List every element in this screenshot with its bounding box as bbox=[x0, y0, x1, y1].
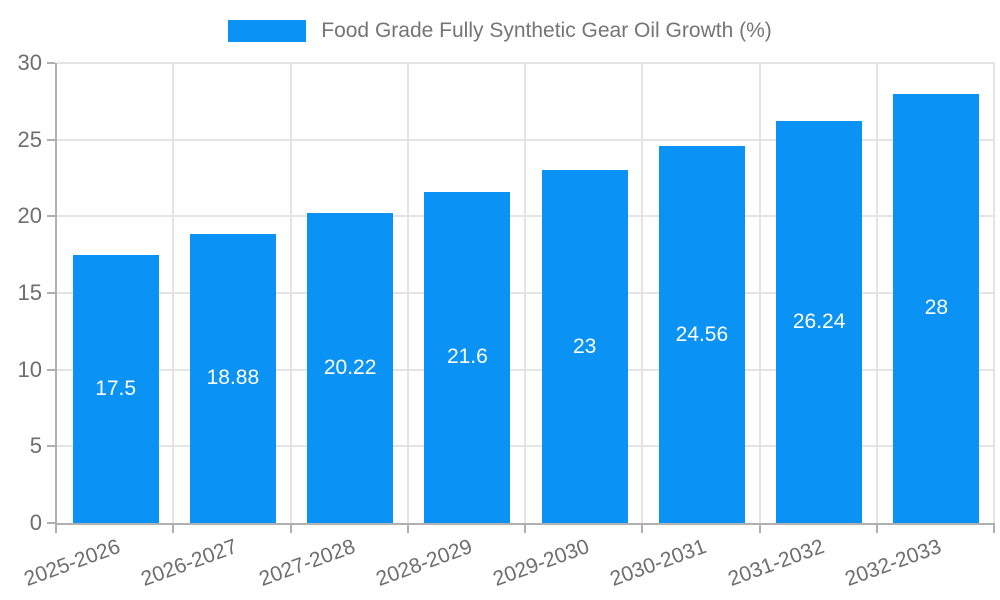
y-axis-line bbox=[55, 63, 57, 525]
bar-value-label: 20.22 bbox=[323, 355, 377, 379]
y-tick-label: 15 bbox=[17, 280, 42, 305]
y-axis-tick bbox=[47, 292, 55, 294]
bar-value-label: 28 bbox=[924, 296, 949, 320]
x-axis-tick bbox=[758, 525, 761, 533]
bar: 28 bbox=[893, 93, 980, 523]
h-gridline bbox=[57, 138, 995, 141]
h-gridline bbox=[57, 215, 995, 218]
bar-value-label: 21.6 bbox=[446, 345, 488, 369]
bar: 18.88 bbox=[189, 233, 276, 523]
v-gridline bbox=[289, 63, 292, 523]
v-gridline bbox=[993, 63, 995, 523]
h-gridline bbox=[57, 62, 995, 64]
x-axis-tick bbox=[875, 525, 878, 533]
legend: Food Grade Fully Synthetic Gear Oil Grow… bbox=[0, 16, 1000, 46]
x-axis-tick bbox=[641, 525, 644, 533]
y-tick-label: 10 bbox=[17, 356, 42, 382]
bar-value-label: 26.24 bbox=[792, 309, 846, 333]
x-tick-label: 2030-2031 bbox=[607, 535, 710, 591]
x-axis-tick bbox=[993, 525, 995, 533]
x-axis-line bbox=[55, 523, 995, 525]
y-tick-label: 30 bbox=[17, 50, 42, 75]
y-axis-tick bbox=[47, 215, 55, 218]
y-axis-tick bbox=[47, 62, 55, 64]
h-gridline bbox=[57, 292, 995, 294]
bar-value-label: 18.88 bbox=[206, 366, 260, 390]
plot-area: 0 5 10 15 20 25 30 2025-2026 2026-2027 2027-2028 2… bbox=[18, 50, 995, 591]
y-tick-label: 0 bbox=[29, 510, 42, 535]
legend-swatch bbox=[228, 20, 307, 42]
h-gridline bbox=[57, 445, 995, 448]
x-axis-tick bbox=[406, 525, 409, 533]
y-tick-label: 25 bbox=[17, 126, 42, 152]
v-gridline bbox=[406, 63, 409, 523]
v-gridline bbox=[758, 63, 761, 523]
y-axis-tick bbox=[47, 445, 55, 448]
v-gridline bbox=[172, 63, 175, 523]
x-tick-label: 2027-2028 bbox=[255, 535, 358, 591]
bar: 21.6 bbox=[424, 191, 511, 523]
h-gridline bbox=[57, 368, 995, 371]
x-tick-label: 2031-2032 bbox=[724, 535, 827, 591]
x-axis-tick bbox=[524, 525, 526, 533]
x-tick-label: 2028-2029 bbox=[372, 535, 476, 591]
v-gridline bbox=[875, 63, 878, 523]
y-axis-tick bbox=[47, 522, 55, 524]
legend-label: Food Grade Fully Synthetic Gear Oil Grow… bbox=[321, 19, 772, 42]
x-axis-tick bbox=[289, 525, 292, 533]
y-axis-tick bbox=[47, 368, 55, 371]
bar: 26.24 bbox=[776, 120, 863, 523]
x-tick-label: 2032-2033 bbox=[841, 535, 945, 591]
bar: 23 bbox=[541, 170, 628, 523]
bar: 20.22 bbox=[307, 212, 394, 523]
x-tick-label: 2029-2030 bbox=[490, 535, 593, 591]
bar: 17.5 bbox=[72, 254, 159, 523]
bar-value-label: 24.56 bbox=[675, 322, 729, 346]
x-tick-label: 2026-2027 bbox=[138, 535, 241, 591]
x-tick-label: 2025-2026 bbox=[21, 535, 124, 591]
y-tick-label: 5 bbox=[29, 433, 42, 459]
y-axis-tick bbox=[47, 138, 55, 141]
v-gridline bbox=[641, 63, 644, 523]
v-gridline bbox=[524, 63, 526, 523]
bar-value-label: 23 bbox=[572, 334, 597, 358]
x-axis-tick bbox=[172, 525, 175, 533]
bar-value-label: 17.5 bbox=[95, 376, 137, 400]
bar: 24.56 bbox=[658, 146, 745, 523]
x-axis-tick bbox=[55, 525, 57, 533]
y-tick-label: 20 bbox=[17, 203, 42, 229]
